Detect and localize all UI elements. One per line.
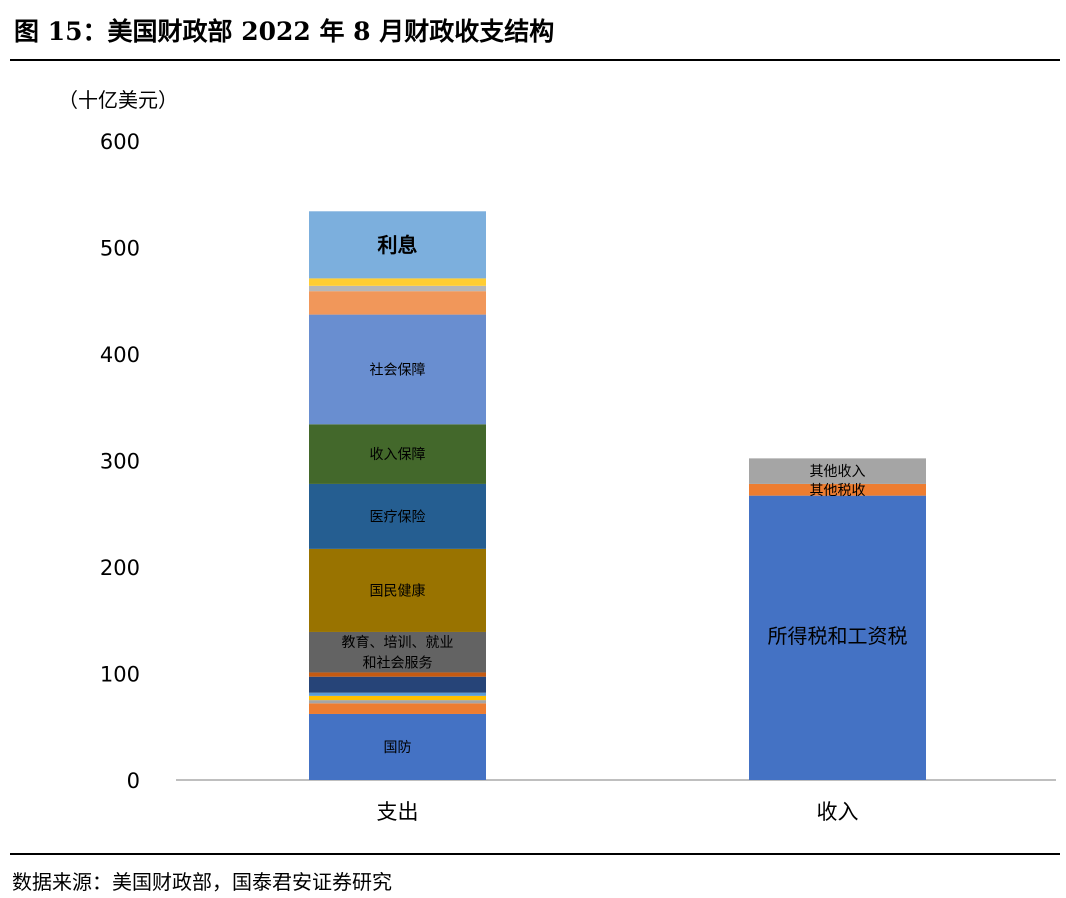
segment-label: 国民健康	[370, 582, 426, 599]
bars	[309, 211, 926, 780]
segment-label: 利息	[378, 233, 418, 257]
segment-label: 其他税收	[810, 483, 866, 499]
bar-segment	[309, 676, 486, 693]
bar-segment	[309, 672, 486, 677]
chart-title: 图 15：美国财政部 2022 年 8 月财政收支结构	[14, 17, 555, 46]
x-tick-label: 支出	[377, 800, 419, 824]
bar-segment	[749, 495, 926, 780]
y-tick-label: 300	[100, 450, 140, 474]
bar-segment	[309, 631, 486, 673]
bar-segment	[309, 700, 486, 704]
segment-label: 医疗保险	[370, 509, 426, 525]
bar-segment	[749, 458, 926, 484]
bar-segment	[749, 483, 926, 496]
y-axis-ticks: 0 100 200 300 400 500 600	[100, 130, 140, 793]
top-rule	[10, 59, 1060, 61]
bar-segment	[309, 695, 486, 701]
segment-label: 所得税和工资税	[768, 624, 908, 648]
source-note: 数据来源：美国财政部，国泰君安证券研究	[12, 870, 392, 894]
bar-segment	[309, 211, 486, 279]
y-axis-unit-label: （十亿美元）	[58, 88, 178, 112]
bar-segment	[309, 692, 486, 696]
y-tick-label: 400	[100, 343, 140, 367]
bar-segment	[309, 285, 486, 292]
segment-label: 社会保障	[370, 362, 426, 378]
y-tick-label: 200	[100, 556, 140, 580]
segment-label: 教育、培训、就业和社会服务	[342, 635, 454, 671]
segment-labels: 国防 教育、培训、就业和社会服务 国民健康 医疗保险 收入保障 社会保障 利息所得税和工资税…	[342, 233, 908, 756]
segment-label: 国防	[384, 740, 412, 756]
bar-segment	[309, 314, 486, 425]
bar-segment	[309, 548, 486, 632]
bar-segment	[309, 713, 486, 780]
bar-segment	[309, 291, 486, 315]
x-tick-label: 收入	[817, 800, 859, 824]
bar-segment	[309, 483, 486, 549]
y-tick-label: 100	[100, 663, 140, 687]
segment-label: 其他收入	[810, 464, 866, 480]
y-tick-label: 500	[100, 237, 140, 261]
bar-segment	[309, 424, 486, 484]
bar-segment	[309, 703, 486, 714]
y-tick-label: 600	[100, 130, 140, 154]
segment-label: 收入保障	[370, 447, 426, 463]
y-tick-label: 0	[127, 769, 140, 793]
bar-segment	[309, 278, 486, 286]
x-axis-labels: 支出 收入	[377, 800, 859, 824]
bottom-rule	[10, 853, 1060, 855]
